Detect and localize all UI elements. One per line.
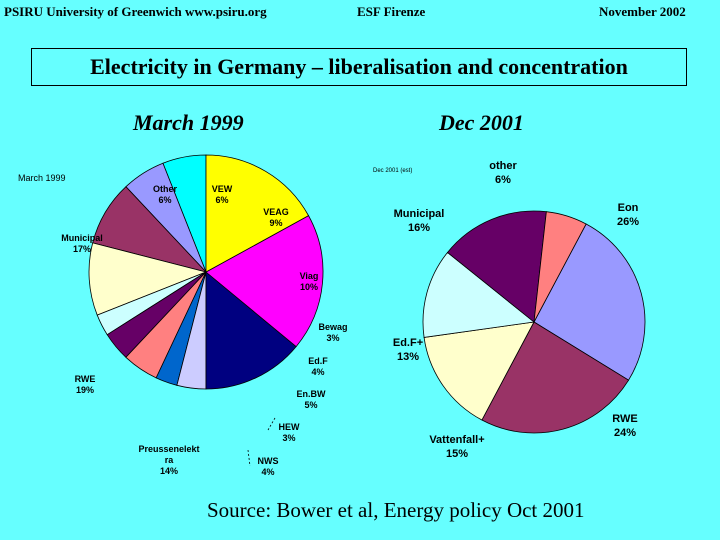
- label-rwe: RWE: [612, 413, 637, 425]
- value-rwe: 19%: [76, 385, 94, 395]
- value-other: 6%: [158, 195, 171, 205]
- label-other: Other: [153, 184, 178, 194]
- slice-other: [533, 211, 587, 323]
- chart-title: March 1999: [18, 173, 66, 183]
- label-ed-f: Ed.F+: [393, 337, 423, 349]
- label-hew: HEW: [279, 422, 301, 432]
- source-note: Source: Bower et al, Energy policy Oct 2…: [207, 498, 585, 522]
- label-other: other: [489, 160, 517, 172]
- value-en-bw: 5%: [304, 400, 317, 410]
- header-right: November 2002: [599, 4, 686, 19]
- label-municipal: Municipal: [394, 208, 445, 220]
- value-ed-f: 13%: [397, 351, 419, 363]
- label-municipal: Municipal: [61, 233, 103, 243]
- value-rwe: 24%: [614, 427, 636, 439]
- chart-panel: March 1999 Other 6% VEW 6% VEAG 9% Viag 10% Bewag…: [0, 150, 720, 495]
- value-preussenelekt-ra: 14%: [160, 466, 178, 476]
- chart-title: Dec 2001 (est): [373, 168, 412, 174]
- label-bewag: Bewag: [318, 322, 347, 332]
- leader-line-hew: [267, 417, 276, 431]
- slide-title: Electricity in Germany – liberalisation …: [31, 48, 687, 86]
- label-preussenelekt-ra: ra: [165, 455, 175, 465]
- slice-rwe: [481, 321, 630, 434]
- pie-dec-2001: Dec 2001 (est) Eon 26% RWE 24% Vattenfall+ 15%…: [373, 160, 646, 460]
- pie-charts: March 1999Other6%VEW6%VEAG9%Viag10%Bewag…: [18, 154, 646, 477]
- slice-municipal: [205, 154, 310, 273]
- value-vew: 6%: [215, 195, 228, 205]
- leader-line-nws: [247, 449, 251, 467]
- label-vattenfall: Vattenfall+: [429, 434, 484, 446]
- value-ed-f: 4%: [311, 367, 324, 377]
- label-vew: VEW: [212, 184, 233, 194]
- slice-ed-f: [422, 251, 535, 338]
- value-municipal: 17%: [73, 244, 91, 254]
- subtitle-dec-2001: Dec 2001: [439, 110, 524, 135]
- label-ed-f: Ed.F: [308, 356, 328, 366]
- label-nws: NWS: [258, 456, 279, 466]
- value-municipal: 16%: [408, 222, 430, 234]
- value-hew: 3%: [282, 433, 295, 443]
- label-viag: Viag: [300, 271, 319, 281]
- value-vattenfall: 15%: [446, 448, 468, 460]
- value-viag: 10%: [300, 282, 318, 292]
- value-veag: 9%: [269, 218, 282, 228]
- slice-eon: [533, 223, 646, 381]
- slice-vattenfall: [423, 321, 535, 421]
- header-center: ESF Firenze: [357, 4, 426, 19]
- value-nws: 4%: [261, 467, 274, 477]
- value-eon: 26%: [617, 216, 639, 228]
- header-left: PSIRU University of Greenwich www.psiru.…: [4, 4, 267, 19]
- pie-march-1999: March 1999Other6%VEW6%VEAG9%Viag10%Bewag…: [18, 154, 348, 477]
- value-bewag: 3%: [326, 333, 339, 343]
- subtitle-march-1999: March 1999: [133, 110, 244, 135]
- slice-viag: [88, 242, 208, 316]
- label-preussenelekt-ra: Preussenelekt: [138, 444, 199, 454]
- label-rwe: RWE: [75, 374, 96, 384]
- label-en-bw: En.BW: [297, 389, 327, 399]
- label-eon: Eon: [618, 202, 639, 214]
- value-other: 6%: [495, 174, 511, 186]
- label-veag: VEAG: [263, 207, 289, 217]
- slice-municipal: [446, 210, 547, 323]
- slice-preussenelekt-ra: [205, 271, 297, 390]
- slice-rwe: [205, 215, 324, 348]
